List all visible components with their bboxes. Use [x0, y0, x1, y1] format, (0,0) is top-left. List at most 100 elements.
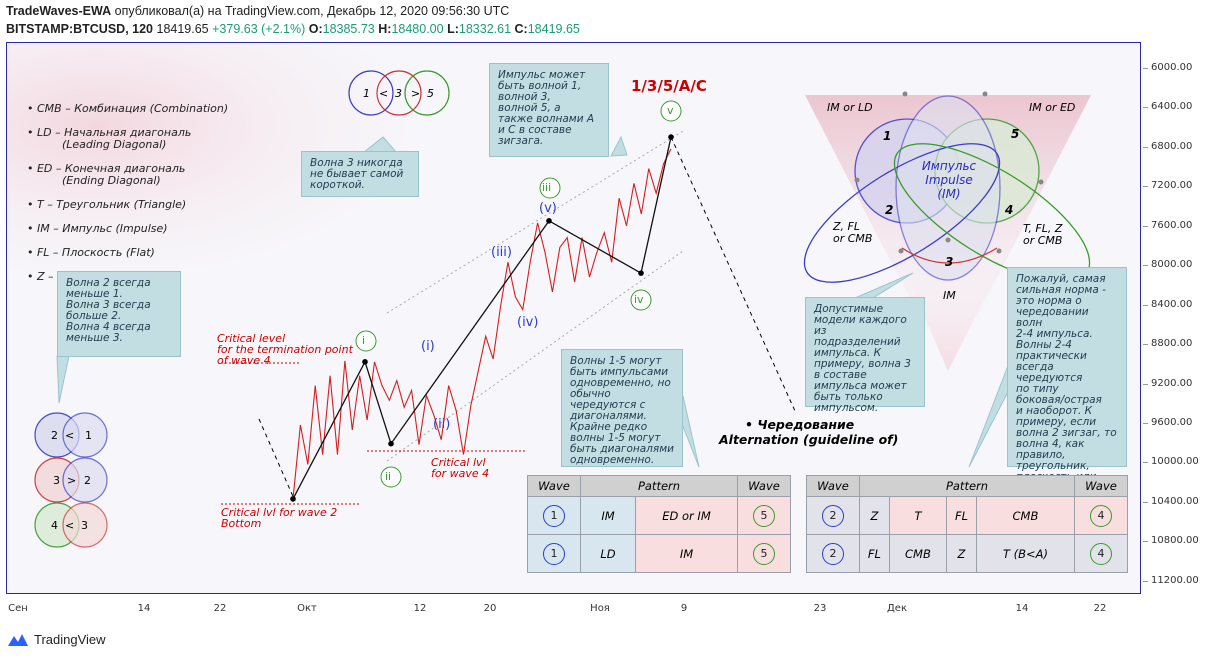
cell-wave: 4 [1074, 534, 1128, 573]
wave-badge: 2 [822, 542, 844, 565]
time-tick-label: Окт [297, 603, 317, 614]
big-venn [803, 91, 1091, 373]
venn-im-ld: IM or LD [827, 101, 873, 114]
footer-brand[interactable]: TradingView [8, 632, 106, 647]
table-row: 2 FL CMB Z T (B<A) 4 [806, 534, 1128, 573]
symbol-line: BITSTAMP:BTCUSD, 120 18419.65 +379.63 (+… [6, 22, 580, 36]
venn-n1: 1 [883, 129, 892, 143]
cell-pattern: FL [946, 496, 977, 535]
label-sub-iv: (iv) [517, 315, 539, 330]
table-wave2-4: Wave Pattern Wave 2 Z T FL CMB 4 2 FL CM… [806, 475, 1128, 573]
tail-impulse [610, 135, 628, 157]
note-impulse[interactable]: Импульс может быть волной 1, волной 3, в… [489, 63, 609, 157]
venn-t-fl: T, FL, Z or CMB [1023, 222, 1063, 247]
price-tick-label: 7600.00 [1142, 219, 1193, 231]
time-tick-label: Дек [886, 603, 908, 614]
time-tick-label: 9 [680, 603, 688, 614]
pair-1-op: < [65, 429, 75, 442]
low-value: 18332.61 [458, 22, 512, 36]
title-135ac: 1/3/5/A/C [631, 77, 707, 95]
low-label: L: [447, 22, 459, 36]
cell-wave: 2 [806, 496, 860, 535]
time-tick-label: 14 [1015, 603, 1029, 614]
venn-node [902, 91, 908, 97]
venn-node [854, 177, 860, 183]
venn-small [348, 70, 450, 116]
venn-center-1: Импульс [921, 159, 977, 173]
chart-pane[interactable]: • CMB – Комбинация (Combination) • LD – … [6, 42, 1141, 594]
venn-pairs [34, 412, 108, 548]
alternation-en: Alternation (guideline of) [719, 432, 899, 447]
symbol: BITSTAMP:BTCUSD, 120 [6, 22, 154, 36]
price-tick-label: 9200.00 [1142, 377, 1193, 389]
venn-center-3: (IM) [937, 187, 961, 201]
venn-pair-circle [62, 412, 108, 458]
price-tick-label: 6400.00 [1142, 101, 1193, 113]
price-axis[interactable]: 6000.00 6400.00 6800.00 7200.00 7600.00 8000.… [1141, 42, 1212, 594]
time-axis[interactable]: Сен 14 22 Окт 12 20 Ноя 9 23 Дек 14 22 [6, 594, 1141, 618]
price-tick-label: 10800.00 [1143, 535, 1199, 547]
wave-pivot-point [290, 496, 296, 502]
pair-2-left: 3 [53, 474, 60, 487]
wave-entry-dash [258, 418, 296, 502]
price-change: +379.63 (+2.1%) [212, 22, 306, 36]
price-tick-label: 7200.00 [1142, 180, 1193, 192]
publication-line: TradeWaves-EWA опубликовал(а) на Trading… [6, 4, 509, 18]
pair-2-right: 2 [84, 474, 91, 487]
pair-1-left: 2 [51, 429, 58, 442]
venn-small-circle-1 [348, 70, 394, 116]
alternation-ru: • Чередование [745, 417, 855, 432]
venn-im-bottom: IM [943, 289, 956, 302]
cell-wave: 5 [737, 534, 791, 573]
time-tick-label: Сен [8, 603, 28, 614]
wave-pivot-point [638, 270, 644, 276]
pair-3-right: 3 [81, 519, 88, 532]
venn-node [996, 248, 1002, 254]
time-tick-label: 22 [213, 603, 227, 614]
label-iii: iii [542, 181, 552, 194]
cell-pattern: T (B<A) [975, 534, 1076, 573]
note-wave234[interactable]: Волна 2 всегда меньше 1. Волна 3 всегда … [57, 271, 181, 357]
time-tick-label: 23 [813, 603, 827, 614]
venn-node [898, 248, 904, 254]
main-wave-line [292, 136, 672, 500]
note-strongest[interactable]: Пожалуй, самая сильная норма - это норма… [1007, 267, 1127, 494]
cell-pattern: ED or IM [635, 496, 738, 535]
subwave-series [292, 148, 672, 499]
crit-level-label: Critical level for the termination point… [217, 332, 353, 367]
author-name: TradeWaves-EWA [6, 4, 112, 18]
close-value: 18419.65 [527, 22, 580, 36]
cell-pattern: CMB [888, 534, 948, 573]
note-models[interactable]: Допустимые модели каждого из подразделен… [805, 297, 925, 414]
venn-arc-bottom [901, 247, 998, 264]
venn-small-op-2: > [411, 87, 421, 100]
label-sub-v: (v) [539, 201, 557, 216]
note-wave3[interactable]: Волна 3 никогда не бывает самой короткой… [301, 151, 419, 197]
legend-item: • IM – Импульс (Impulse) [27, 222, 168, 235]
legend-item: • LD – Начальная диагональ (Leading Diag… [27, 126, 192, 151]
im-triangle-bottom [897, 253, 1007, 371]
time-tick-label: Ноя [590, 603, 610, 614]
subwave-line [292, 148, 672, 499]
wave-badge: 5 [753, 542, 775, 565]
pair-3-op: < [65, 519, 75, 532]
price-tick-label: 11200.00 [1143, 574, 1199, 586]
time-tick-label: 14 [137, 603, 151, 614]
cell-pattern: LD [580, 534, 636, 573]
open-label: O: [308, 22, 323, 36]
high-label: H: [378, 22, 392, 36]
venn-pair-circle [62, 502, 108, 548]
cell-pattern: FL [859, 534, 890, 573]
label-sub-i: (i) [421, 339, 435, 354]
venn-pair-circle [62, 457, 108, 503]
wave-markers [355, 100, 682, 488]
cell-wave: 5 [737, 496, 791, 535]
venn-node [982, 91, 988, 97]
wave-pivot-point [668, 134, 674, 140]
wave-badge: 1 [543, 504, 565, 527]
price-tick-label: 9600.00 [1142, 416, 1193, 428]
note-diagonals[interactable]: Волны 1-5 могут быть импульсами одноврем… [561, 349, 683, 467]
cell-pattern: T [888, 496, 948, 535]
legend-item: • ED – Конечная диагональ (Ending Diagon… [27, 162, 186, 187]
cell-pattern: IM [580, 496, 636, 535]
